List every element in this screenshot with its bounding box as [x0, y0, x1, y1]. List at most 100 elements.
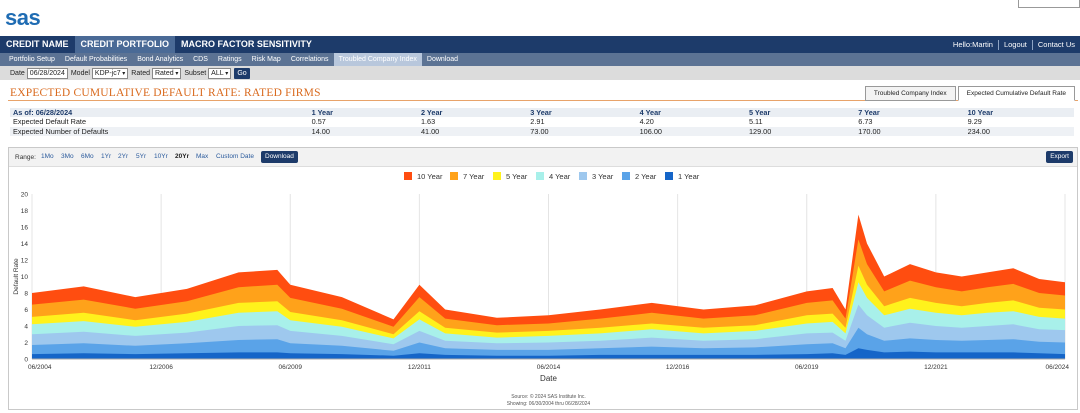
subnav-bond-analytics[interactable]: Bond Analytics [137, 56, 184, 63]
model-select[interactable]: KDP-jc7 [91, 67, 129, 79]
table-cell: 4.20 [636, 117, 746, 127]
subnav-ratings[interactable]: Ratings [217, 56, 242, 63]
y-tick-label: 10 [21, 274, 29, 281]
header-5-year: 5 Year [745, 108, 856, 118]
range-label: Range: [15, 154, 36, 161]
tab-credit-name[interactable]: CREDIT NAME [6, 39, 69, 49]
row-label: Expected Number of Defaults [10, 126, 309, 136]
legend-label: 7 Year [463, 172, 485, 181]
x-tick-label: 12/2011 [408, 364, 431, 371]
nav-divider [1031, 39, 1033, 50]
chart-showing-text: Showing: 06/30/2004 thru 06/28/2024 [507, 401, 591, 407]
chart-source-text: Source: © 2024 SAS Institute Inc. [511, 393, 586, 400]
rated-label: Rated [131, 69, 150, 77]
range-custom-date-button[interactable]: Custom Date [216, 153, 254, 160]
table-cell: 129.00 [745, 126, 856, 136]
legend-swatch [450, 172, 458, 180]
table-row: Expected Number of Defaults 14.00 41.00 … [10, 126, 1074, 136]
contact-us-link[interactable]: Contact Us [1037, 40, 1075, 49]
nav-divider [997, 39, 999, 50]
y-tick-label: 6 [24, 307, 28, 314]
table-cell: 6.73 [855, 117, 965, 127]
area-series-1-year [32, 348, 1065, 359]
filter-bar: Date 06/28/2024 Model KDP-jc7 Rated Rate… [0, 66, 1080, 80]
y-tick-label: 2 [24, 340, 28, 347]
x-tick-label: 06/2024 [1046, 364, 1070, 371]
subnav-default-probabilities[interactable]: Default Probabilities [64, 56, 128, 63]
x-tick-label: 06/2004 [28, 364, 52, 371]
y-tick-label: 14 [21, 241, 29, 248]
subset-label: Subset [184, 69, 207, 77]
x-tick-label: 12/2016 [666, 364, 690, 371]
range-1mo-button[interactable]: 1Mo [41, 153, 54, 160]
y-tick-label: 20 [21, 192, 29, 199]
as-of-date: As of: 06/28/2024 [10, 108, 309, 118]
tab-credit-portfolio[interactable]: CREDIT PORTFOLIO [74, 36, 175, 53]
tab-troubled-company-index[interactable]: Troubled Company Index [864, 86, 956, 101]
header-2-year: 2 Year [417, 108, 528, 118]
row-label: Expected Default Rate [10, 117, 309, 127]
title-divider [8, 100, 1078, 101]
legend-label: 5 Year [506, 172, 528, 181]
chart-panel: Range: 1Mo 3Mo 6Mo 1Yr 2Yr 5Yr 10Yr 20Yr… [8, 147, 1078, 410]
go-button[interactable]: Go [234, 67, 250, 79]
rated-select[interactable]: Rated [151, 67, 182, 79]
range-6mo-button[interactable]: 6Mo [81, 153, 94, 160]
range-1yr-button[interactable]: 1Yr [101, 153, 112, 160]
x-tick-label: 12/2021 [924, 364, 948, 371]
export-button[interactable]: Export [1046, 151, 1073, 163]
model-label: Model [70, 69, 90, 77]
header-4-year: 4 Year [636, 108, 746, 118]
y-tick-label: 12 [21, 258, 29, 265]
x-axis-title: Date [540, 374, 557, 383]
x-tick-label: 06/2014 [537, 364, 561, 371]
primary-nav: CREDIT NAME CREDIT PORTFOLIO MACRO FACTO… [0, 36, 1080, 53]
logout-link[interactable]: Logout [1003, 40, 1027, 49]
download-button[interactable]: Download [261, 151, 298, 163]
legend-swatch [622, 172, 630, 180]
tab-expected-cumulative-default-rate[interactable]: Expected Cumulative Default Rate [957, 86, 1075, 101]
legend-swatch [579, 172, 587, 180]
logo-bar: sas [0, 0, 1080, 36]
range-3mo-button[interactable]: 3Mo [61, 153, 74, 160]
table-cell: 73.00 [527, 126, 637, 136]
subnav-correlations[interactable]: Correlations [290, 56, 329, 63]
range-10yr-button[interactable]: 10Yr [154, 153, 168, 160]
subset-select[interactable]: ALL [208, 67, 232, 79]
header-1-year: 1 Year [308, 108, 418, 118]
y-tick-label: 8 [24, 291, 28, 298]
table-cell: 234.00 [964, 126, 1074, 136]
y-tick-label: 0 [24, 357, 28, 364]
sas-logo[interactable]: sas [5, 5, 41, 30]
header-7-year: 7 Year [855, 108, 965, 118]
date-label: Date [10, 69, 25, 77]
legend-label: 4 Year [549, 172, 571, 181]
subnav-risk-map[interactable]: Risk Map [251, 56, 281, 63]
corner-decoration [1018, 0, 1080, 8]
legend-swatch [493, 172, 501, 180]
legend-label: 10 Year [417, 172, 443, 181]
subnav-cds[interactable]: CDS [193, 56, 208, 63]
stats-header-row: As of: 06/28/2024 1 Year 2 Year 3 Year 4… [10, 108, 1074, 118]
legend-label: 3 Year [592, 172, 614, 181]
subnav-download[interactable]: Download [426, 56, 459, 63]
table-cell: 0.57 [308, 117, 418, 127]
tab-macro-factor-sensitivity[interactable]: MACRO FACTOR SENSITIVITY [181, 39, 312, 49]
x-tick-label: 06/2009 [279, 364, 303, 371]
range-max-button[interactable]: Max [196, 153, 209, 160]
y-axis-title: Default Rate [13, 258, 20, 295]
table-cell: 2.91 [527, 117, 637, 127]
range-20yr-button[interactable]: 20Yr [175, 153, 190, 160]
table-cell: 5.11 [745, 117, 856, 127]
default-rate-chart[interactable]: 0 2 4 6 8 10 12 14 16 18 20 06/2004 12/2006 06/2009 12… [9, 167, 1077, 409]
range-2yr-button[interactable]: 2Yr [118, 153, 129, 160]
table-cell: 106.00 [636, 126, 746, 136]
legend-swatch [665, 172, 673, 180]
y-tick-label: 18 [21, 208, 29, 215]
range-5yr-button[interactable]: 5Yr [136, 153, 147, 160]
subnav-troubled-company-index[interactable]: Troubled Company Index [333, 53, 422, 66]
table-cell: 9.29 [964, 117, 1074, 127]
date-input[interactable]: 06/28/2024 [26, 67, 68, 79]
subnav-portfolio-setup[interactable]: Portfolio Setup [9, 56, 55, 63]
